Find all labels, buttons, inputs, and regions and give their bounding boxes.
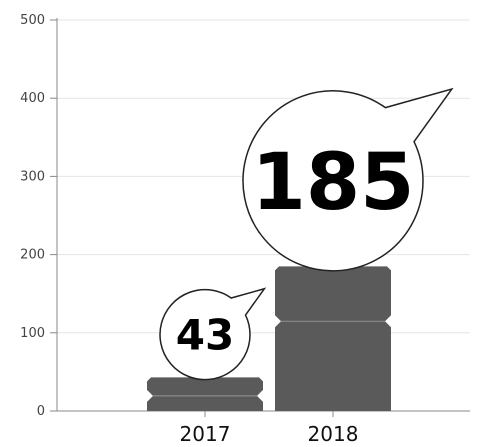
bars — [147, 266, 391, 411]
bubble-shape-2018 — [242, 87, 454, 272]
y-tick-label-300: 300 — [20, 169, 45, 184]
y-tick-label-200: 200 — [20, 248, 45, 263]
bar-2017 — [147, 377, 263, 411]
y-tick-label-0: 0 — [37, 404, 45, 419]
data-label-2017: 43 — [176, 311, 234, 360]
axis-labels: 0 100 200 300 400 500 2017 2018 — [20, 13, 358, 446]
y-tick-label-500: 500 — [20, 13, 45, 28]
bubble-shape-2017 — [159, 287, 267, 381]
y-tick-label-400: 400 — [20, 91, 45, 106]
data-label-bubbles: 43 185 — [159, 87, 454, 381]
x-tick-label-2018: 2018 — [308, 422, 359, 446]
y-tick-label-100: 100 — [20, 326, 45, 341]
data-label-bubble-2018: 185 — [242, 87, 454, 272]
x-tick-label-2017: 2017 — [180, 422, 231, 446]
bar-2018 — [275, 266, 391, 411]
data-label-2018: 185 — [252, 138, 415, 228]
axes — [50, 18, 470, 417]
data-label-bubble-2017: 43 — [159, 287, 267, 381]
